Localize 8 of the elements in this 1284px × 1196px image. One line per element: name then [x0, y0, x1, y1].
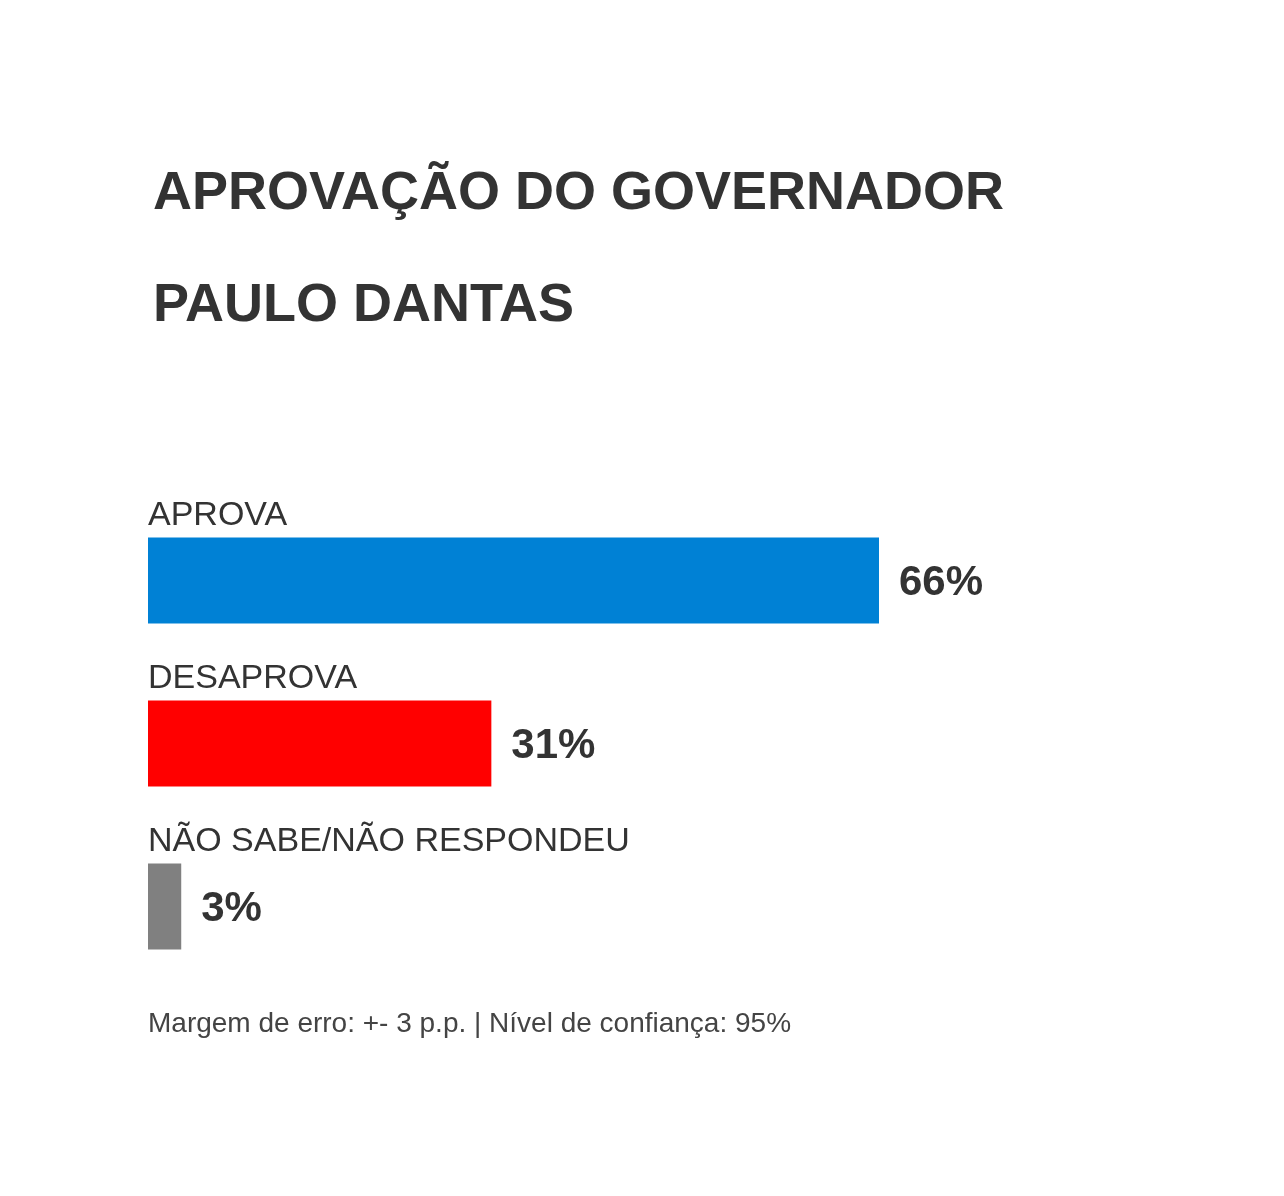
y-tick-label: DESAPROVA — [148, 656, 358, 695]
y-tick-label: NÃO SABE/NÃO RESPONDEU — [148, 819, 630, 858]
data-label: 3% — [201, 883, 262, 930]
data-label: 31% — [511, 720, 596, 767]
y-tick-label: APROVA — [148, 493, 288, 532]
data-label: 66% — [899, 557, 984, 604]
chart-title: APROVAÇÃO DO GOVERNADOR PAULO DANTAS — [153, 160, 1020, 332]
text: Margem de erro: +- 3 p.p. | Nível de confiança: 95% — [148, 1006, 792, 1038]
